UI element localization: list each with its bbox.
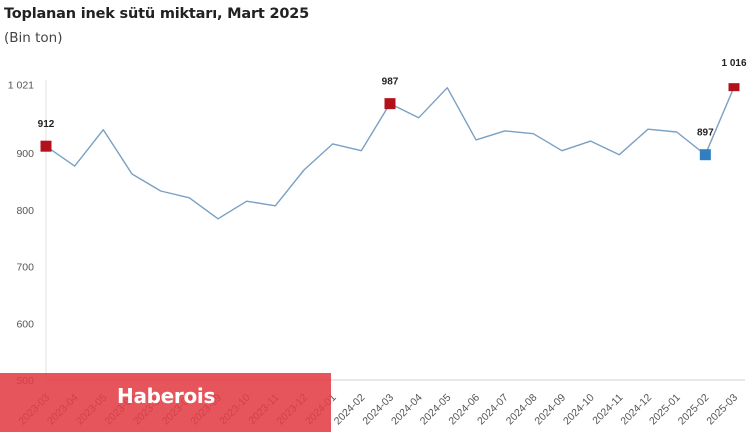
highlight-marker-red (384, 98, 396, 110)
data-markers: 912 987 897 1 016 (38, 58, 747, 161)
highlight-marker-red (728, 83, 740, 92)
y-tick-label: 900 (16, 148, 34, 160)
chart-title: Toplanan inek sütü miktarı, Mart 2025 (4, 6, 310, 22)
y-tick-label: 600 (16, 318, 34, 330)
data-label: 912 (38, 119, 55, 130)
chart-subtitle: (Bin ton) (4, 30, 63, 46)
watermark-text: Haberois (117, 384, 216, 408)
y-tick-label: 1 021 (8, 79, 34, 91)
x-tick-label: 2025-03 (704, 392, 740, 428)
y-tick-label: 700 (16, 262, 34, 274)
data-label: 897 (697, 128, 714, 139)
data-label: 987 (382, 77, 399, 88)
highlight-marker-red (40, 140, 52, 152)
highlight-marker-blue (699, 149, 711, 161)
data-label: 1 016 (721, 58, 746, 69)
watermark-banner (0, 373, 331, 432)
x-tick-label: 2024-10 (561, 392, 597, 428)
y-tick-label: 800 (16, 205, 34, 217)
